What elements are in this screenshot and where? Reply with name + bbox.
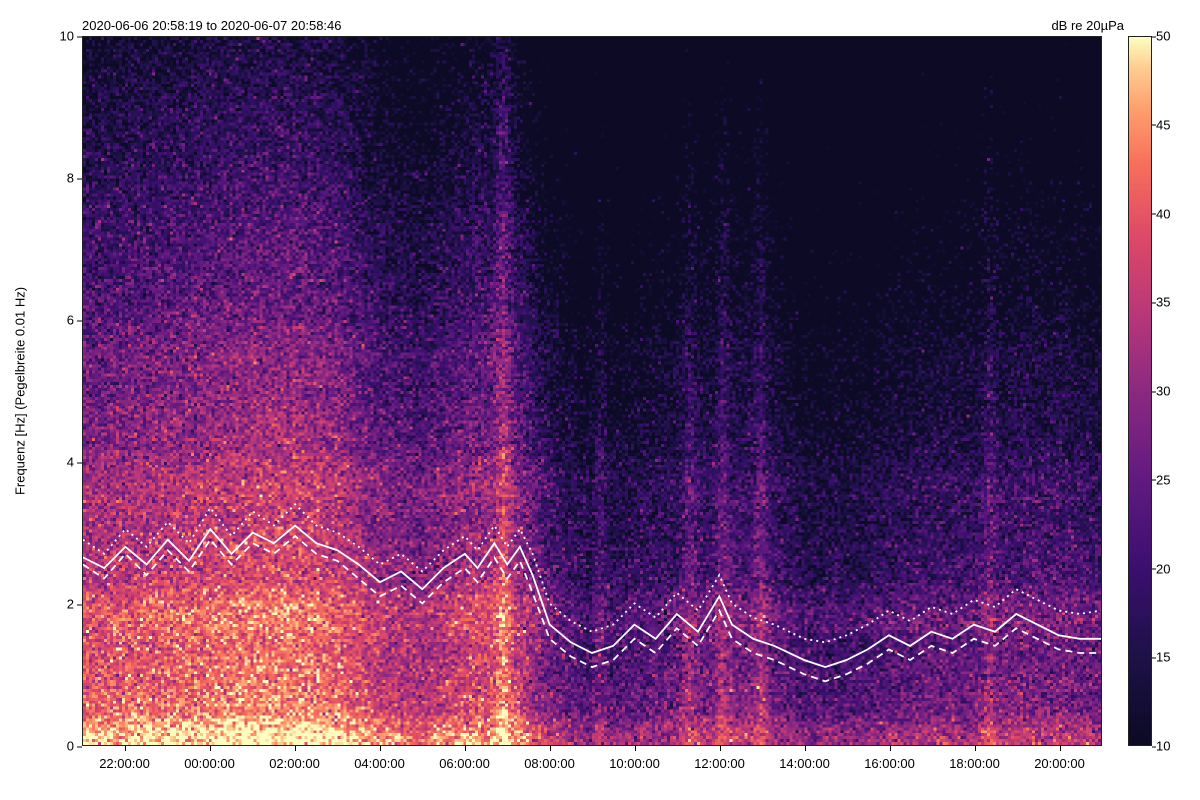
plot-title-left: 2020-06-06 20:58:19 to 2020-06-07 20:58:… (82, 18, 342, 33)
x-tick-label: 00:00:00 (184, 756, 235, 771)
x-tick-label: 20:00:00 (1034, 756, 1085, 771)
x-tick-mark (210, 746, 211, 751)
colorbar-tick: 40 (1156, 206, 1170, 221)
y-tick: 4 (67, 455, 74, 470)
x-tick-label: 12:00:00 (694, 756, 745, 771)
x-tick-mark (635, 746, 636, 751)
x-tick-label: 22:00:00 (99, 756, 150, 771)
colorbar-tick: 35 (1156, 295, 1170, 310)
colorbar-gradient (1129, 37, 1151, 745)
colorbar-tick: 20 (1156, 561, 1170, 576)
x-tick-label: 08:00:00 (524, 756, 575, 771)
x-tick-mark (1060, 746, 1061, 751)
colorbar-tick: 45 (1156, 117, 1170, 132)
colorbar-tick: 25 (1156, 472, 1170, 487)
x-tick-label: 18:00:00 (949, 756, 1000, 771)
spectrogram-plot (82, 36, 1102, 746)
x-tick-mark (720, 746, 721, 751)
y-tick: 8 (67, 171, 74, 186)
y-tick: 2 (67, 597, 74, 612)
colorbar-tick: 10 (1156, 739, 1170, 754)
x-tick-mark (295, 746, 296, 751)
x-axis: 22:00:00 00:00:00 02:00:00 04:00:00 06:00:00… (82, 746, 1102, 796)
x-tick-label: 10:00:00 (609, 756, 660, 771)
colorbar-tick: 15 (1156, 650, 1170, 665)
y-tick: 6 (67, 313, 74, 328)
x-tick-mark (125, 746, 126, 751)
x-tick-mark (465, 746, 466, 751)
x-tick-label: 06:00:00 (439, 756, 490, 771)
x-tick-label: 14:00:00 (779, 756, 830, 771)
colorbar-title: dB re 20µPa (1051, 18, 1124, 33)
colorbar (1128, 36, 1152, 746)
y-tick: 10 (60, 29, 74, 44)
y-tick: 0 (67, 739, 74, 754)
figure-root: 2020-06-06 20:58:19 to 2020-06-07 20:58:… (0, 0, 1200, 800)
y-axis-label: Frequenz [Hz] (Pegelbreite 0.01 Hz) (13, 287, 28, 495)
x-tick-mark (890, 746, 891, 751)
x-tick-label: 04:00:00 (354, 756, 405, 771)
x-tick-mark (805, 746, 806, 751)
colorbar-tick: 50 (1156, 29, 1170, 44)
spectrogram-heatmap (83, 37, 1101, 745)
x-tick-mark (550, 746, 551, 751)
colorbar-tick: 30 (1156, 384, 1170, 399)
x-tick-label: 02:00:00 (269, 756, 320, 771)
x-tick-label: 16:00:00 (864, 756, 915, 771)
y-axis: Frequenz [Hz] (Pegelbreite 0.01 Hz) 0246… (0, 36, 82, 746)
colorbar-axis: 101520253035404550 (1152, 36, 1200, 746)
x-tick-mark (975, 746, 976, 751)
x-tick-mark (380, 746, 381, 751)
